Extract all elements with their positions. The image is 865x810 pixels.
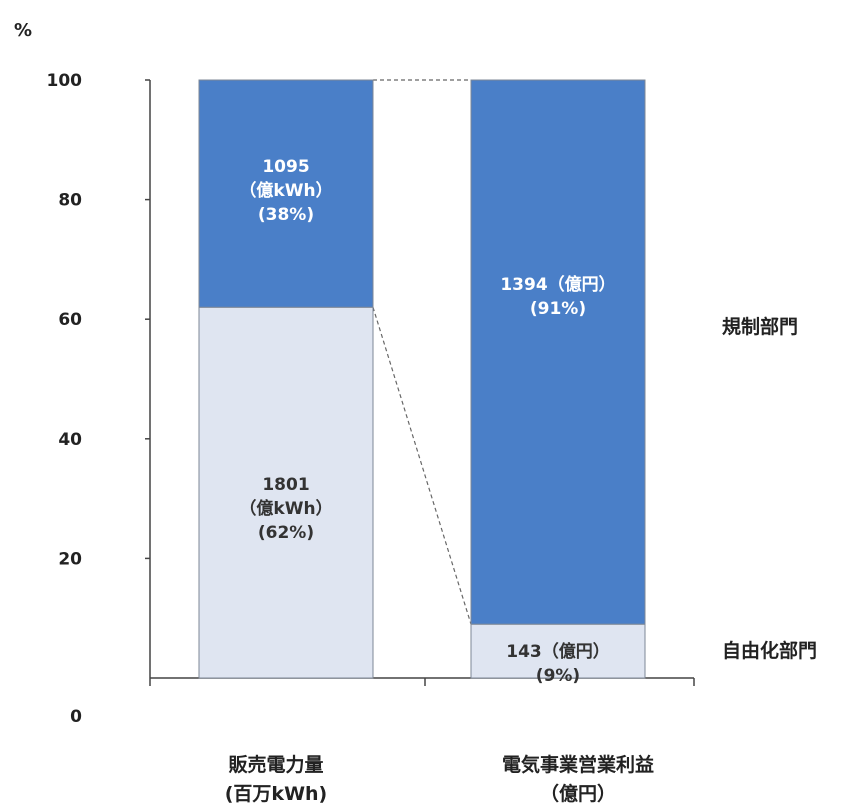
- category-label: 電気事業営業利益: [502, 753, 654, 776]
- bars: 1801 （億kWh） (62%) 1095 （億kWh） (38%) 143（億円） (9%…: [198, 79, 646, 686]
- data-label: （億kWh）: [239, 180, 332, 201]
- category-label: (百万kWh): [225, 783, 328, 805]
- y-unit-label: %: [14, 20, 32, 41]
- y-tick-label: 40: [58, 430, 82, 450]
- connector-lines: [372, 79, 472, 625]
- data-label: 143（億円）: [506, 641, 610, 662]
- legend-label: 自由化部門: [722, 639, 817, 662]
- category-labels: 販売電力量 (百万kWh) 電気事業営業利益 （億円）: [225, 753, 654, 805]
- data-label: 1801: [262, 475, 309, 495]
- y-tick-label: 0: [70, 707, 82, 727]
- bar-segment: [198, 306, 374, 679]
- y-tick-label: 20: [58, 549, 82, 569]
- data-label: (91%): [530, 299, 586, 319]
- y-tick-labels: 0 20 40 60 80 100: [47, 71, 83, 727]
- legend-label: 規制部門: [722, 315, 798, 338]
- bar-segment: [470, 623, 646, 679]
- y-tick-label: 80: [58, 191, 82, 211]
- data-label: (38%): [258, 205, 314, 225]
- category-label: （億円）: [540, 782, 616, 805]
- data-label: (9%): [536, 666, 580, 686]
- bar-segment: [470, 79, 646, 625]
- y-tick-label: 60: [58, 310, 82, 330]
- data-label: 1394（億円）: [500, 274, 615, 295]
- data-label: (62%): [258, 523, 314, 543]
- y-tick-label: 100: [47, 71, 83, 91]
- data-label: 1095: [262, 157, 309, 177]
- data-label: （億kWh）: [239, 498, 332, 519]
- bar-segment: [198, 79, 374, 308]
- connector-line-split: [372, 307, 472, 625]
- category-label: 販売電力量: [228, 753, 323, 776]
